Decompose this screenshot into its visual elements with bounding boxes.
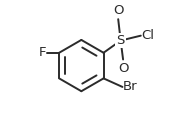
Text: F: F bbox=[39, 46, 46, 59]
Text: Br: Br bbox=[123, 80, 138, 93]
Text: Cl: Cl bbox=[141, 29, 154, 42]
Text: S: S bbox=[117, 34, 125, 47]
Text: O: O bbox=[118, 62, 128, 75]
Text: O: O bbox=[113, 4, 123, 17]
